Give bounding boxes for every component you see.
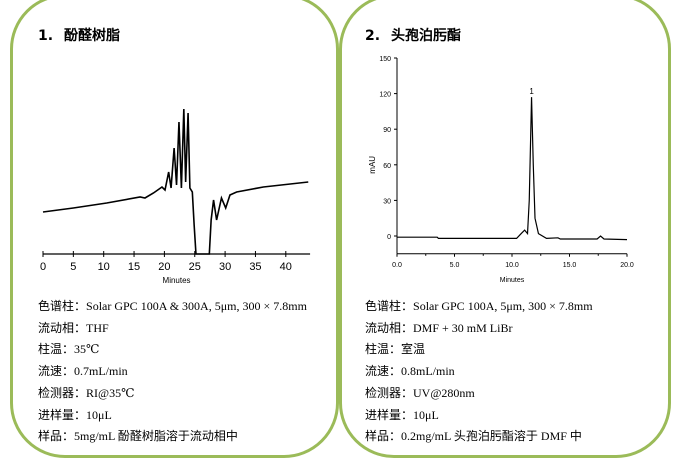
y-tick-label: 120 [379,92,391,99]
parameter-label: 柱温： [38,342,75,357]
parameter-value: Solar GPC 100A, 5μm, 300 × 7.8mm [413,299,593,313]
parameter-line: 检测器：RI@35℃ [38,383,307,405]
parameter-value: 35℃ [74,342,100,357]
panel-2-parameters: 色谱柱：Solar GPC 100A, 5μm, 300 × 7.8mm 流动相：… [365,296,593,448]
parameter-line: 检测器：UV@280nm [365,383,593,405]
y-tick-label: 90 [383,127,391,134]
parameter-label: 色谱柱： [365,299,414,313]
x-tick-label: 25 [189,261,201,273]
parameter-value: 0.2mg/mL 头孢泊肟酯溶于 DMF 中 [401,429,582,444]
parameter-line: 流动相：DMF + 30 mM LiBr [365,318,593,340]
parameter-value: DMF + 30 mM LiBr [413,320,513,335]
parameter-line: 柱温：35℃ [38,339,307,361]
parameter-line: 色谱柱：Solar GPC 100A, 5μm, 300 × 7.8mm [365,296,593,318]
panel-1-title: 1. 酚醛树脂 [38,25,120,45]
x-tick-label: 0.0 [392,262,402,269]
parameter-line: 流速：0.7mL/min [38,361,307,383]
parameter-label: 流动相： [38,320,87,335]
parameter-value: 5mg/mL 酚醛树脂溶于流动相中 [74,429,238,444]
parameter-value: 10μL [86,407,112,422]
x-tick-label: 30 [219,261,231,273]
parameter-label: 流速： [365,364,402,379]
parameter-label: 色谱柱： [38,299,87,313]
parameter-label: 样品： [365,429,402,444]
x-tick-label: 15 [128,261,140,273]
parameter-label: 进样量： [365,407,414,422]
parameter-label: 进样量： [38,407,87,422]
chromatogram-trace-2 [397,97,628,241]
panel-2-title: 2. 头孢泊肟酯 [365,25,461,45]
x-axis-label: Minutes [500,277,525,284]
panel-2-title-number: 2. [365,28,381,44]
x-tick-label: 10.0 [505,262,519,269]
panel-1-title-text: 酚醛树脂 [64,28,120,44]
parameter-value: 10μL [413,407,439,422]
parameter-line: 流动相：THF [38,318,307,340]
parameter-value: RI@35℃ [86,385,135,400]
x-tick-label: 5.0 [450,262,460,269]
y-tick-label: 150 [379,56,391,63]
panel-1-title-number: 1. [38,28,54,44]
parameter-label: 流动相： [365,320,414,335]
parameter-line: 样品：5mg/mL 酚醛树脂溶于流动相中 [38,426,307,448]
x-tick-label: 10 [98,261,110,273]
peak-label: 1 [529,87,534,96]
y-tick-label: 30 [383,198,391,205]
parameter-value: THF [86,320,109,335]
panel-2-title-text: 头孢泊肟酯 [391,28,461,44]
parameter-line: 流速：0.8mL/min [365,361,593,383]
x-tick-label: 20 [158,261,170,273]
parameter-line: 色谱柱：Solar GPC 100A & 300A, 5μm, 300 × 7.… [38,296,307,318]
chromatogram-trace-1 [42,108,309,255]
parameter-line: 柱温：室温 [365,339,593,361]
parameter-label: 样品： [38,429,75,444]
parameter-value: 0.8mL/min [401,364,455,379]
x-tick-label: 5 [70,261,76,273]
parameter-line: 进样量：10μL [38,405,307,427]
parameter-label: 柱温： [365,342,402,357]
parameter-value: UV@280nm [413,385,475,400]
parameter-label: 检测器： [365,385,414,400]
x-tick-label: 35 [249,261,261,273]
x-axis-label: Minutes [163,276,191,285]
x-tick-label: 15.0 [563,262,577,269]
parameter-line: 样品：0.2mg/mL 头孢泊肟酯溶于 DMF 中 [365,426,593,448]
parameter-label: 检测器： [38,385,87,400]
y-tick-label: 60 [383,163,391,170]
panel-1-parameters: 色谱柱：Solar GPC 100A & 300A, 5μm, 300 × 7.… [38,296,307,448]
y-tick-label: 0 [387,234,391,241]
parameter-line: 进样量：10μL [365,405,593,427]
y-axis-label: mAU [368,156,377,174]
parameter-label: 流速： [38,364,75,379]
x-tick-label: 20.0 [620,262,634,269]
x-tick-label: 40 [280,261,292,273]
x-tick-label: 0 [40,261,46,273]
parameter-value: Solar GPC 100A & 300A, 5μm, 300 × 7.8mm [86,299,307,313]
parameter-value: 室温 [401,342,426,357]
parameter-value: 0.7mL/min [74,364,128,379]
